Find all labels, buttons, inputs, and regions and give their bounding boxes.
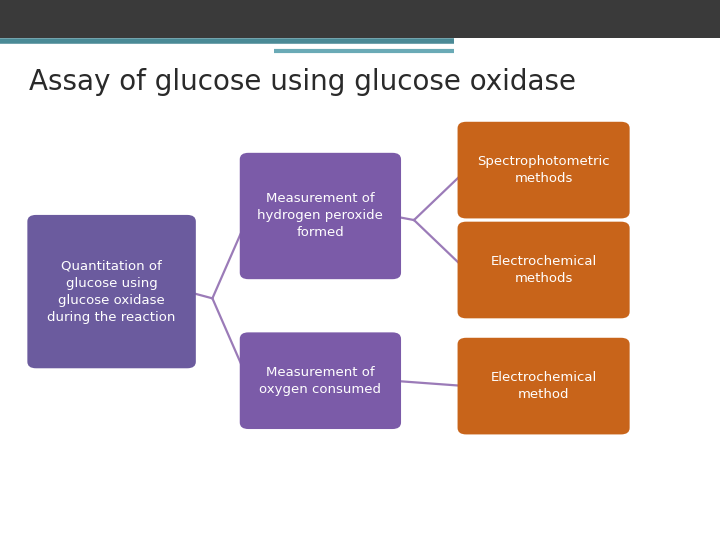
- Text: Electrochemical
methods: Electrochemical methods: [490, 255, 597, 285]
- Text: Measurement of
hydrogen peroxide
formed: Measurement of hydrogen peroxide formed: [258, 192, 383, 240]
- Text: Measurement of
oxygen consumed: Measurement of oxygen consumed: [259, 366, 382, 396]
- FancyBboxPatch shape: [458, 338, 629, 434]
- Text: Electrochemical
method: Electrochemical method: [490, 371, 597, 401]
- FancyBboxPatch shape: [240, 333, 401, 429]
- FancyBboxPatch shape: [458, 222, 629, 319]
- Text: Spectrophotometric
methods: Spectrophotometric methods: [477, 155, 610, 185]
- FancyBboxPatch shape: [0, 0, 720, 38]
- FancyBboxPatch shape: [240, 153, 401, 279]
- Text: Quantitation of
glucose using
glucose oxidase
during the reaction: Quantitation of glucose using glucose ox…: [48, 260, 176, 323]
- Text: Assay of glucose using glucose oxidase: Assay of glucose using glucose oxidase: [29, 68, 576, 96]
- FancyBboxPatch shape: [27, 215, 196, 368]
- FancyBboxPatch shape: [458, 122, 629, 218]
